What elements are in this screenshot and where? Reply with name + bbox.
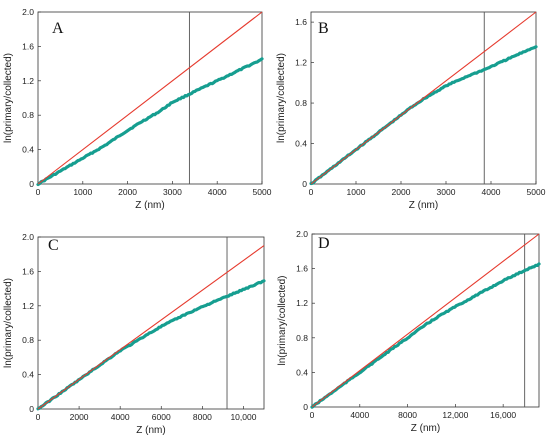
y-tick-label: 1.2 bbox=[295, 58, 307, 68]
plot-frame bbox=[37, 11, 263, 185]
x-tick-label: 3000 bbox=[163, 187, 182, 197]
linear-fit-line bbox=[37, 245, 265, 410]
plot-frame bbox=[311, 233, 540, 408]
x-axis-label: Z (nm) bbox=[136, 425, 165, 436]
x-tick-label: 2000 bbox=[70, 412, 89, 422]
y-tick-label: 0.4 bbox=[295, 139, 307, 149]
x-tick-label: 12,000 bbox=[442, 410, 468, 420]
y-tick-label: 0 bbox=[29, 404, 34, 414]
x-axis-label: Z (nm) bbox=[135, 200, 164, 211]
y-tick-label: 1.6 bbox=[22, 41, 34, 51]
x-tick-label: 0 bbox=[36, 187, 41, 197]
x-tick-label: 0 bbox=[309, 187, 314, 197]
y-tick-label: 1.2 bbox=[296, 298, 308, 308]
y-tick-label: 1.2 bbox=[22, 76, 34, 86]
y-tick-label: 1.6 bbox=[295, 17, 307, 27]
linear-fit-line bbox=[37, 11, 263, 185]
x-tick-label: 5000 bbox=[527, 187, 546, 197]
y-tick-label: 0.4 bbox=[22, 145, 34, 155]
x-tick-label: 8000 bbox=[193, 412, 212, 422]
panel-a: 0 1000 2000 3000 4000 5000 0 0.4 0.8 1.2 1.6 2.0 Z (… bbox=[3, 7, 272, 211]
y-tick-label: 0.4 bbox=[296, 367, 308, 377]
x-tick-label: 5000 bbox=[253, 187, 272, 197]
x-tick-label: 2000 bbox=[392, 187, 411, 197]
data-series-line bbox=[310, 262, 541, 409]
linear-fit-line bbox=[311, 233, 540, 408]
data-series-line bbox=[36, 57, 264, 187]
x-tick-label: 10,000 bbox=[230, 412, 256, 422]
panel-c: 0 2000 4000 6000 8000 10,000 0 0.4 0.8 1.2 1.6 2.0 Z… bbox=[3, 232, 266, 436]
y-axis-label: ln(primary/collected) bbox=[277, 275, 288, 365]
panel-letter: D bbox=[318, 235, 330, 252]
y-tick-label: 0.8 bbox=[22, 335, 34, 345]
y-tick-label: 1.6 bbox=[22, 266, 34, 276]
panel-letter: A bbox=[52, 20, 64, 37]
linear-fit-line bbox=[310, 11, 537, 185]
plot-frame bbox=[310, 11, 537, 185]
x-tick-label: 1000 bbox=[347, 187, 366, 197]
x-tick-label: 8000 bbox=[398, 410, 417, 420]
y-tick-label: 1.6 bbox=[296, 264, 308, 274]
x-tick-label: 3000 bbox=[437, 187, 456, 197]
x-tick-label: 2000 bbox=[118, 187, 137, 197]
plot-frame bbox=[37, 236, 265, 410]
y-tick-label: 1.2 bbox=[22, 301, 34, 311]
y-tick-label: 2.0 bbox=[22, 7, 34, 17]
x-tick-label: 0 bbox=[36, 412, 41, 422]
y-axis-label: ln(primary/collected) bbox=[276, 53, 287, 143]
x-tick-label: 6000 bbox=[152, 412, 171, 422]
x-tick-label: 16,000 bbox=[490, 410, 516, 420]
y-tick-label: 2.0 bbox=[296, 229, 308, 239]
y-tick-label: 0.4 bbox=[22, 370, 34, 380]
y-tick-label: 0 bbox=[302, 179, 307, 189]
y-tick-label: 0.8 bbox=[22, 110, 34, 120]
x-axis-label: Z (nm) bbox=[409, 200, 438, 211]
y-tick-label: 0 bbox=[29, 179, 34, 189]
x-tick-label: 4000 bbox=[111, 412, 130, 422]
y-axis-label: ln(primary/collected) bbox=[3, 278, 14, 368]
x-tick-label: 0 bbox=[310, 410, 315, 420]
panel-letter: B bbox=[318, 20, 329, 37]
y-tick-label: 2.0 bbox=[22, 232, 34, 242]
x-tick-label: 4000 bbox=[350, 410, 369, 420]
x-tick-label: 4000 bbox=[482, 187, 501, 197]
panel-b: 0 1000 2000 3000 4000 5000 0 0.4 0.8 1.2 1.6 Z (nm)… bbox=[276, 11, 546, 211]
y-tick-label: 0.8 bbox=[296, 333, 308, 343]
y-axis-label: ln(primary/collected) bbox=[3, 53, 14, 143]
panel-d: 0 4000 8000 12,000 16,000 0 0.4 0.8 1.2 1.6 2.0 Z (… bbox=[277, 229, 541, 434]
x-tick-label: 4000 bbox=[208, 187, 227, 197]
panel-letter: C bbox=[48, 237, 59, 254]
y-tick-label: 0 bbox=[303, 402, 308, 412]
y-tick-label: 0.8 bbox=[295, 98, 307, 108]
x-axis-label: Z (nm) bbox=[411, 423, 440, 434]
x-tick-label: 1000 bbox=[73, 187, 92, 197]
